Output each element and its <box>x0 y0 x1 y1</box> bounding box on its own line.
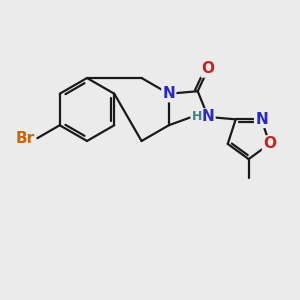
Text: N: N <box>255 112 268 127</box>
Text: H: H <box>191 110 202 123</box>
Text: N: N <box>202 110 214 124</box>
Text: N: N <box>163 86 175 101</box>
Text: O: O <box>202 61 214 76</box>
Text: Br: Br <box>15 131 34 146</box>
Text: O: O <box>263 136 276 152</box>
